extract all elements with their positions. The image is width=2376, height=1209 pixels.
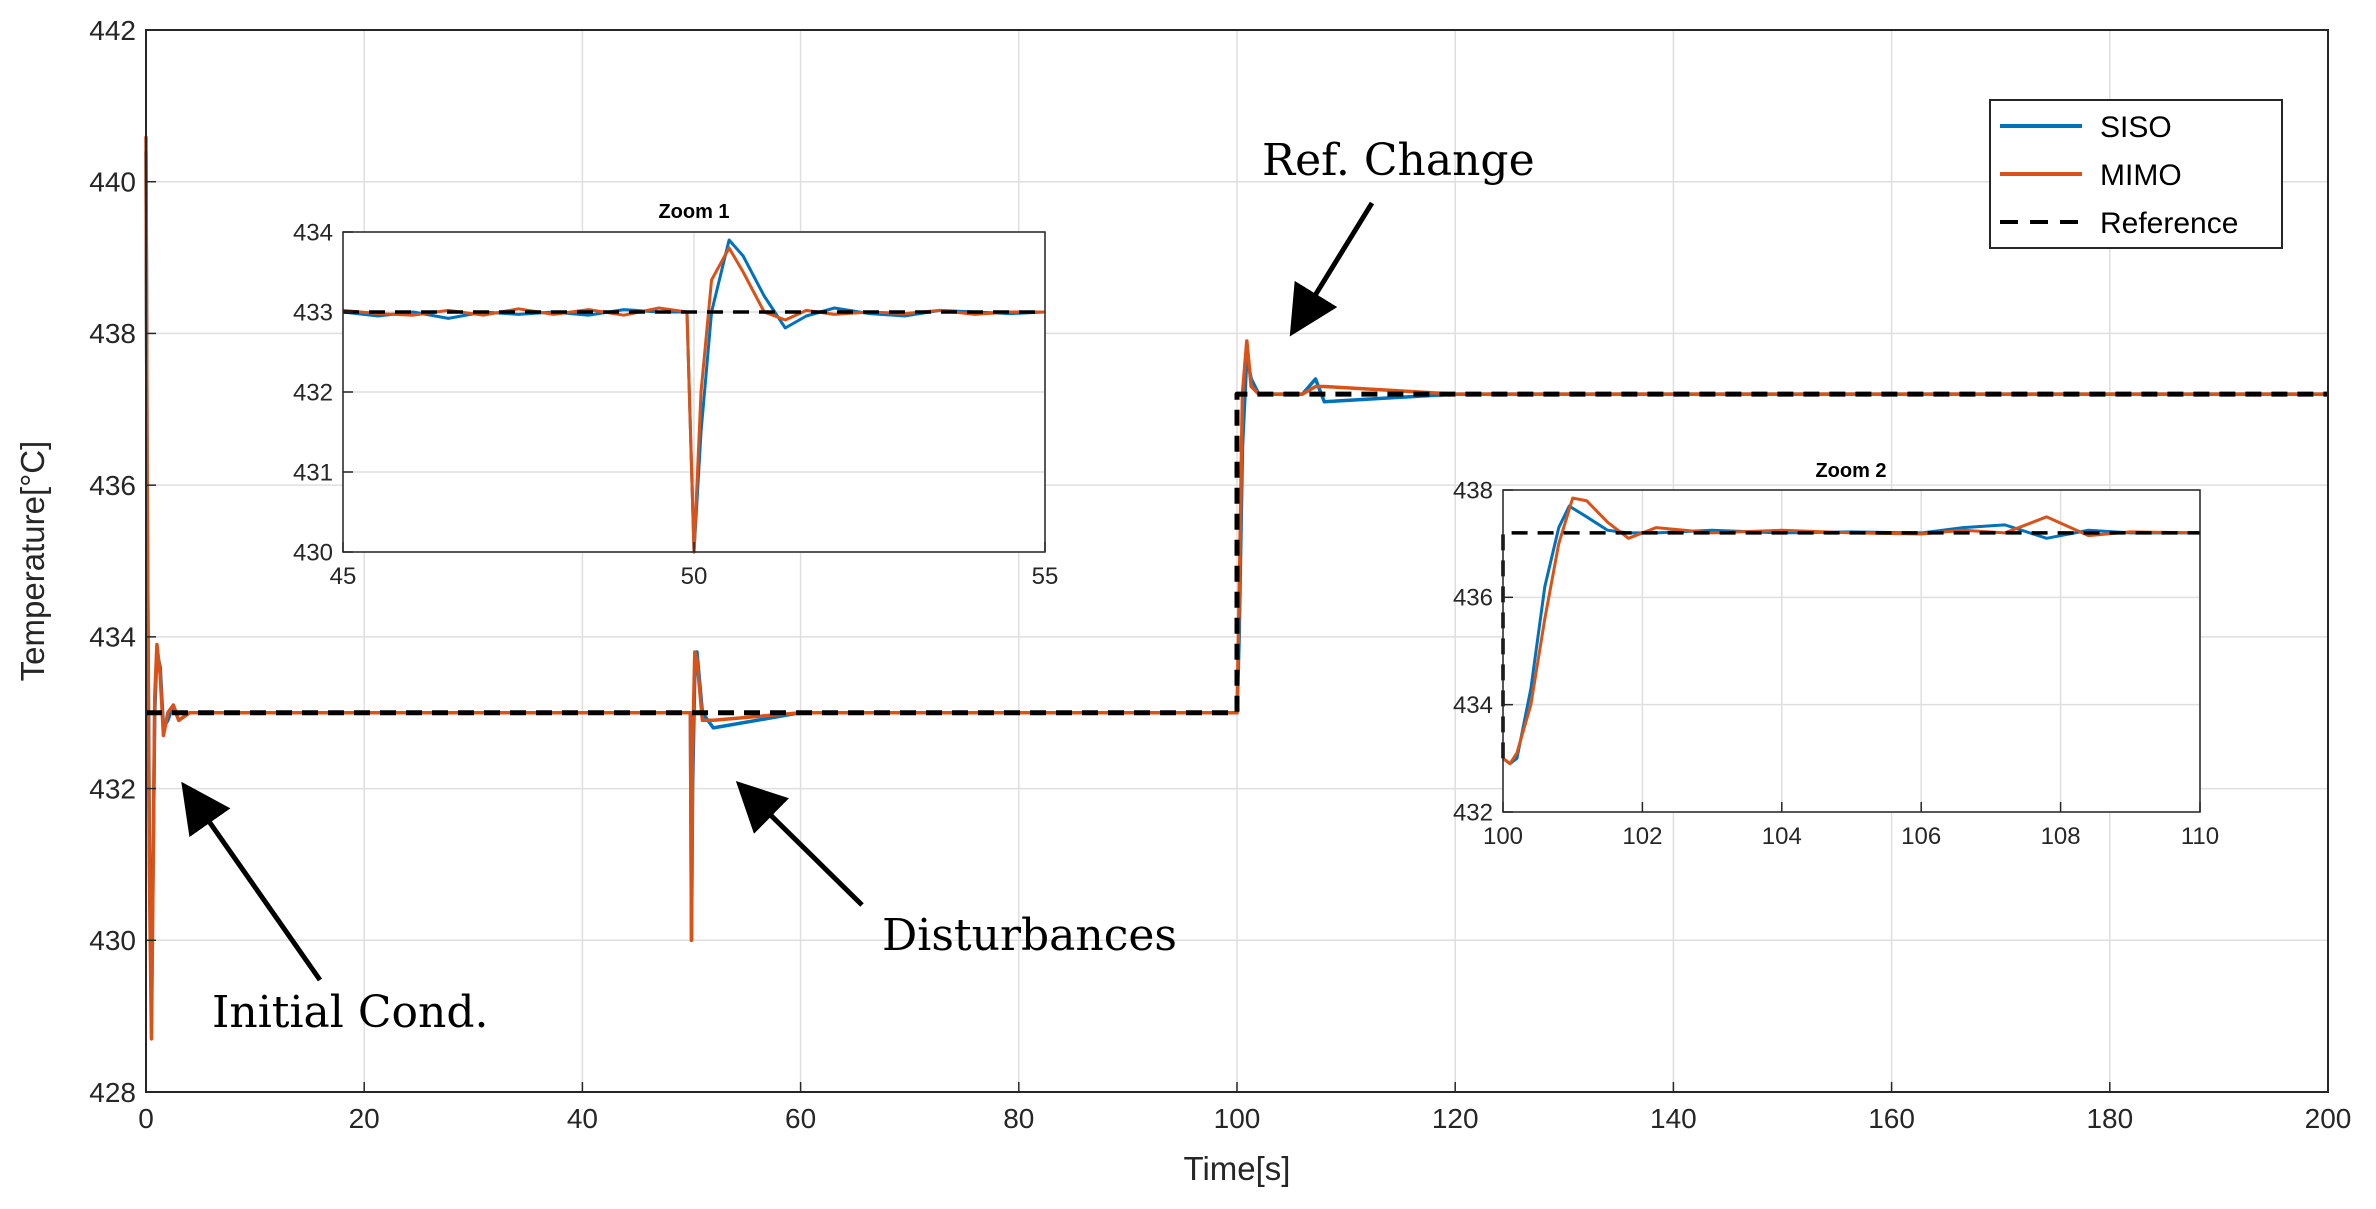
inset-2-xtick-label-110: 110 <box>2181 823 2219 850</box>
x-axis-label: Time[s] <box>1184 1150 1291 1187</box>
inset-1-xtick-label-45: 45 <box>330 563 357 590</box>
inset-2-xtick-label-108: 108 <box>2041 823 2081 850</box>
annotation-ref-change: Ref. Change <box>1262 135 1535 186</box>
main-xtick-label-180: 180 <box>2086 1103 2133 1134</box>
main-xtick-label-120: 120 <box>1432 1103 1479 1134</box>
inset-zoom-1-series <box>342 238 1046 554</box>
main-x-ticks: 0 20 40 60 80 100 120 140 160 180 2004284304324344… <box>89 15 2351 1134</box>
inset-1-ytick-label-430: 430 <box>293 539 333 566</box>
inset-zoom-2-frame <box>1502 489 2201 813</box>
inset-1-ytick-label-434: 434 <box>293 219 333 246</box>
annotations: Initial Cond. Disturbances Ref. Change <box>181 135 1535 1038</box>
inset-2-xtick-label-100: 100 <box>1483 823 1523 850</box>
inset-2-series-reference <box>1501 531 2200 759</box>
inset-zoom-2: 100 102 104 106 108 110 432 434 436 438 Zoom 2 <box>1453 460 2219 850</box>
main-xtick-label-0: 0 <box>138 1103 154 1134</box>
y-axis-label: Temperature[°C] <box>14 441 51 682</box>
inset-2-ytick-label-436: 436 <box>1453 585 1493 612</box>
main-ytick-label-432: 432 <box>89 773 136 804</box>
main-series-group <box>144 136 2328 1041</box>
legend-label-siso: SISO <box>2100 111 2172 144</box>
inset-zoom-2-ticks: 100 102 104 106 108 110 432 434 436 438 <box>1453 477 2219 850</box>
main-xtick-label-80: 80 <box>1003 1103 1034 1134</box>
inset-2-ytick-label-434: 434 <box>1453 692 1493 719</box>
inset-2-xtick-label-102: 102 <box>1622 823 1662 850</box>
main-ytick-label-438: 438 <box>89 318 136 349</box>
main-ytick-label-440: 440 <box>89 167 136 198</box>
inset-2-ytick-label-438: 438 <box>1453 477 1493 504</box>
legend-label-reference: Reference <box>2100 207 2238 240</box>
main-ytick-label-436: 436 <box>89 470 136 501</box>
main-ytick-label-434: 434 <box>89 622 136 653</box>
main-series-mimo <box>144 136 2328 1041</box>
main-xtick-label-140: 140 <box>1650 1103 1697 1134</box>
main-ytick-label-430: 430 <box>89 925 136 956</box>
inset-1-xtick-label-55: 55 <box>1032 563 1059 590</box>
inset-2-ytick-label-432: 432 <box>1453 799 1493 826</box>
main-ytick-label-442: 442 <box>89 15 136 46</box>
annotation-arrow-initial-cond <box>181 781 323 982</box>
inset-1-ytick-label-432: 432 <box>293 379 333 406</box>
inset-zoom-1-title: Zoom 1 <box>658 201 729 223</box>
main-xtick-label-40: 40 <box>567 1103 598 1134</box>
inset-zoom-2-title: Zoom 2 <box>1815 460 1886 482</box>
inset-zoom-2-area <box>1503 490 2200 812</box>
main-xtick-label-200: 200 <box>2305 1103 2352 1134</box>
inset-2-series-mimo <box>1502 496 2201 766</box>
main-xtick-label-20: 20 <box>349 1103 380 1134</box>
inset-2-xtick-label-106: 106 <box>1901 823 1941 850</box>
main-ytick-label-428: 428 <box>89 1077 136 1108</box>
annotation-disturbances: Disturbances <box>882 910 1177 961</box>
inset-zoom-2-series <box>1501 496 2201 766</box>
annotation-initial-cond: Initial Cond. <box>212 987 488 1038</box>
inset-1-series-siso <box>342 238 1046 554</box>
main-series-reference <box>146 391 2328 716</box>
legend-label-mimo: MIMO <box>2100 159 2182 192</box>
inset-1-xtick-label-50: 50 <box>681 563 708 590</box>
annotation-arrow-ref-change <box>1289 201 1375 337</box>
legend: SISO MIMO Reference <box>1989 99 2283 249</box>
main-xtick-label-160: 160 <box>1868 1103 1915 1134</box>
main-xtick-label-60: 60 <box>785 1103 816 1134</box>
inset-zoom-1: 45 50 55 430 431 432 433 434 Zoom 1 <box>293 201 1058 590</box>
inset-2-xtick-label-104: 104 <box>1762 823 1802 850</box>
inset-1-ytick-label-431: 431 <box>293 459 333 486</box>
main-xtick-label-100: 100 <box>1214 1103 1261 1134</box>
inset-zoom-1-ticks: 45 50 55 430 431 432 433 434 <box>293 219 1058 590</box>
inset-1-ytick-label-433: 433 <box>293 299 333 326</box>
annotation-arrow-disturbances <box>735 780 864 907</box>
